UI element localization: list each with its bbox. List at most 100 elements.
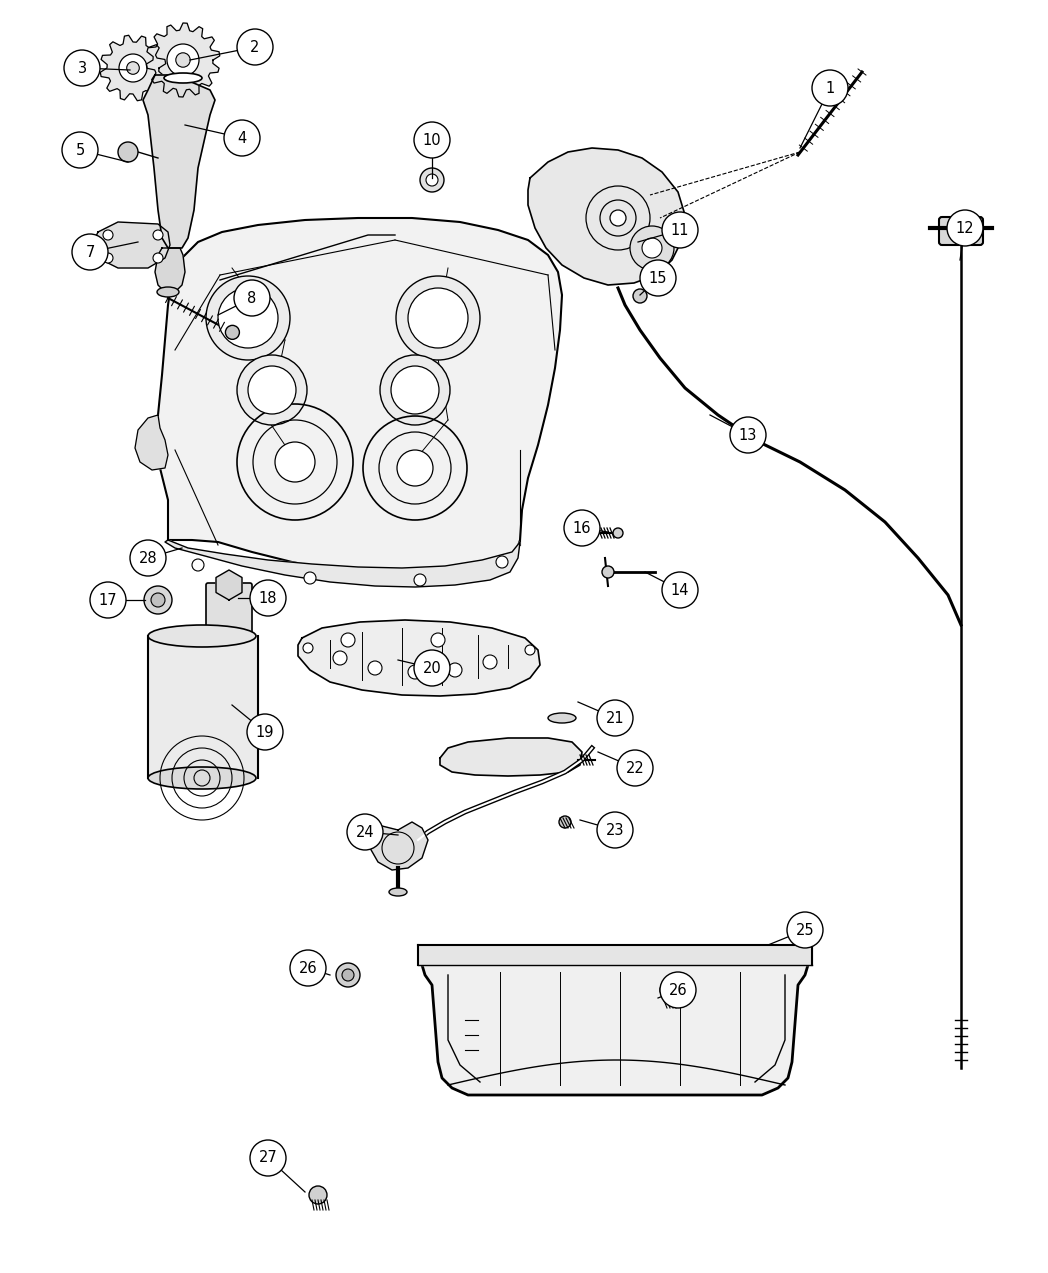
Circle shape bbox=[234, 280, 270, 316]
Circle shape bbox=[787, 911, 823, 948]
Polygon shape bbox=[298, 620, 540, 696]
Text: 25: 25 bbox=[795, 923, 814, 937]
Polygon shape bbox=[440, 738, 582, 777]
Circle shape bbox=[660, 973, 696, 1008]
Circle shape bbox=[559, 816, 571, 827]
Circle shape bbox=[206, 276, 290, 360]
Circle shape bbox=[304, 572, 316, 584]
Text: 28: 28 bbox=[138, 550, 157, 565]
Circle shape bbox=[64, 50, 100, 87]
Polygon shape bbox=[148, 636, 258, 778]
Circle shape bbox=[420, 168, 444, 192]
Polygon shape bbox=[418, 945, 812, 965]
Circle shape bbox=[525, 645, 534, 656]
Circle shape bbox=[237, 355, 307, 425]
Circle shape bbox=[248, 367, 296, 414]
Circle shape bbox=[640, 260, 676, 297]
Circle shape bbox=[62, 132, 99, 168]
Polygon shape bbox=[528, 148, 685, 285]
Text: 23: 23 bbox=[606, 822, 625, 838]
Text: 12: 12 bbox=[956, 220, 975, 236]
Polygon shape bbox=[165, 540, 520, 587]
Circle shape bbox=[153, 230, 163, 241]
Circle shape bbox=[127, 61, 139, 74]
Polygon shape bbox=[422, 952, 808, 1095]
Circle shape bbox=[103, 230, 113, 241]
Circle shape bbox=[336, 962, 361, 987]
Circle shape bbox=[660, 981, 676, 998]
Circle shape bbox=[812, 70, 848, 106]
Circle shape bbox=[408, 665, 422, 679]
Circle shape bbox=[237, 29, 272, 65]
Circle shape bbox=[347, 813, 383, 850]
Circle shape bbox=[597, 700, 633, 736]
Circle shape bbox=[564, 510, 601, 546]
Circle shape bbox=[414, 651, 450, 686]
Circle shape bbox=[414, 122, 450, 158]
Ellipse shape bbox=[389, 889, 407, 896]
Circle shape bbox=[662, 572, 698, 608]
Polygon shape bbox=[370, 822, 428, 869]
Circle shape bbox=[250, 580, 286, 616]
Text: 13: 13 bbox=[739, 428, 758, 443]
Circle shape bbox=[597, 812, 633, 848]
Circle shape bbox=[483, 656, 497, 670]
FancyBboxPatch shape bbox=[206, 583, 252, 636]
Circle shape bbox=[391, 367, 439, 414]
Text: 11: 11 bbox=[671, 223, 690, 238]
Circle shape bbox=[447, 663, 462, 677]
Text: 1: 1 bbox=[826, 80, 834, 95]
Text: 14: 14 bbox=[671, 583, 690, 597]
Text: 5: 5 bbox=[75, 143, 85, 158]
Circle shape bbox=[309, 1186, 327, 1204]
Circle shape bbox=[144, 586, 172, 614]
Circle shape bbox=[396, 276, 480, 360]
Circle shape bbox=[130, 540, 166, 575]
Circle shape bbox=[333, 651, 347, 665]
Circle shape bbox=[167, 45, 199, 76]
Circle shape bbox=[408, 288, 468, 348]
Circle shape bbox=[247, 714, 283, 750]
Text: 3: 3 bbox=[78, 61, 87, 75]
Circle shape bbox=[218, 288, 278, 348]
Circle shape bbox=[425, 174, 438, 186]
Text: 22: 22 bbox=[626, 760, 645, 775]
Polygon shape bbox=[147, 23, 220, 97]
Circle shape bbox=[368, 661, 383, 675]
Ellipse shape bbox=[148, 625, 256, 647]
Text: 10: 10 bbox=[422, 132, 441, 148]
Text: 16: 16 bbox=[573, 521, 591, 536]
Polygon shape bbox=[92, 222, 170, 269]
Text: 26: 26 bbox=[299, 961, 318, 975]
Polygon shape bbox=[216, 570, 242, 600]
Text: 7: 7 bbox=[85, 244, 94, 260]
Text: 8: 8 bbox=[247, 290, 257, 306]
Circle shape bbox=[225, 326, 239, 340]
Ellipse shape bbox=[548, 713, 576, 723]
Circle shape bbox=[103, 253, 113, 264]
Circle shape bbox=[341, 633, 355, 647]
Text: 19: 19 bbox=[256, 724, 275, 740]
Circle shape bbox=[602, 566, 614, 578]
Circle shape bbox=[380, 355, 450, 425]
Text: 21: 21 bbox=[606, 710, 625, 726]
FancyBboxPatch shape bbox=[939, 216, 983, 244]
Circle shape bbox=[662, 213, 698, 248]
Circle shape bbox=[151, 593, 165, 607]
Polygon shape bbox=[101, 36, 166, 101]
Circle shape bbox=[224, 120, 260, 157]
Polygon shape bbox=[143, 75, 215, 248]
Circle shape bbox=[397, 449, 433, 486]
Circle shape bbox=[119, 53, 147, 81]
Circle shape bbox=[192, 559, 204, 572]
Polygon shape bbox=[155, 248, 185, 292]
Circle shape bbox=[630, 227, 674, 270]
Circle shape bbox=[617, 750, 653, 785]
Text: 15: 15 bbox=[649, 270, 668, 285]
Text: 26: 26 bbox=[669, 983, 687, 998]
Ellipse shape bbox=[157, 286, 179, 297]
Circle shape bbox=[176, 52, 190, 67]
Circle shape bbox=[610, 210, 626, 227]
Polygon shape bbox=[158, 218, 562, 578]
Circle shape bbox=[153, 253, 163, 264]
